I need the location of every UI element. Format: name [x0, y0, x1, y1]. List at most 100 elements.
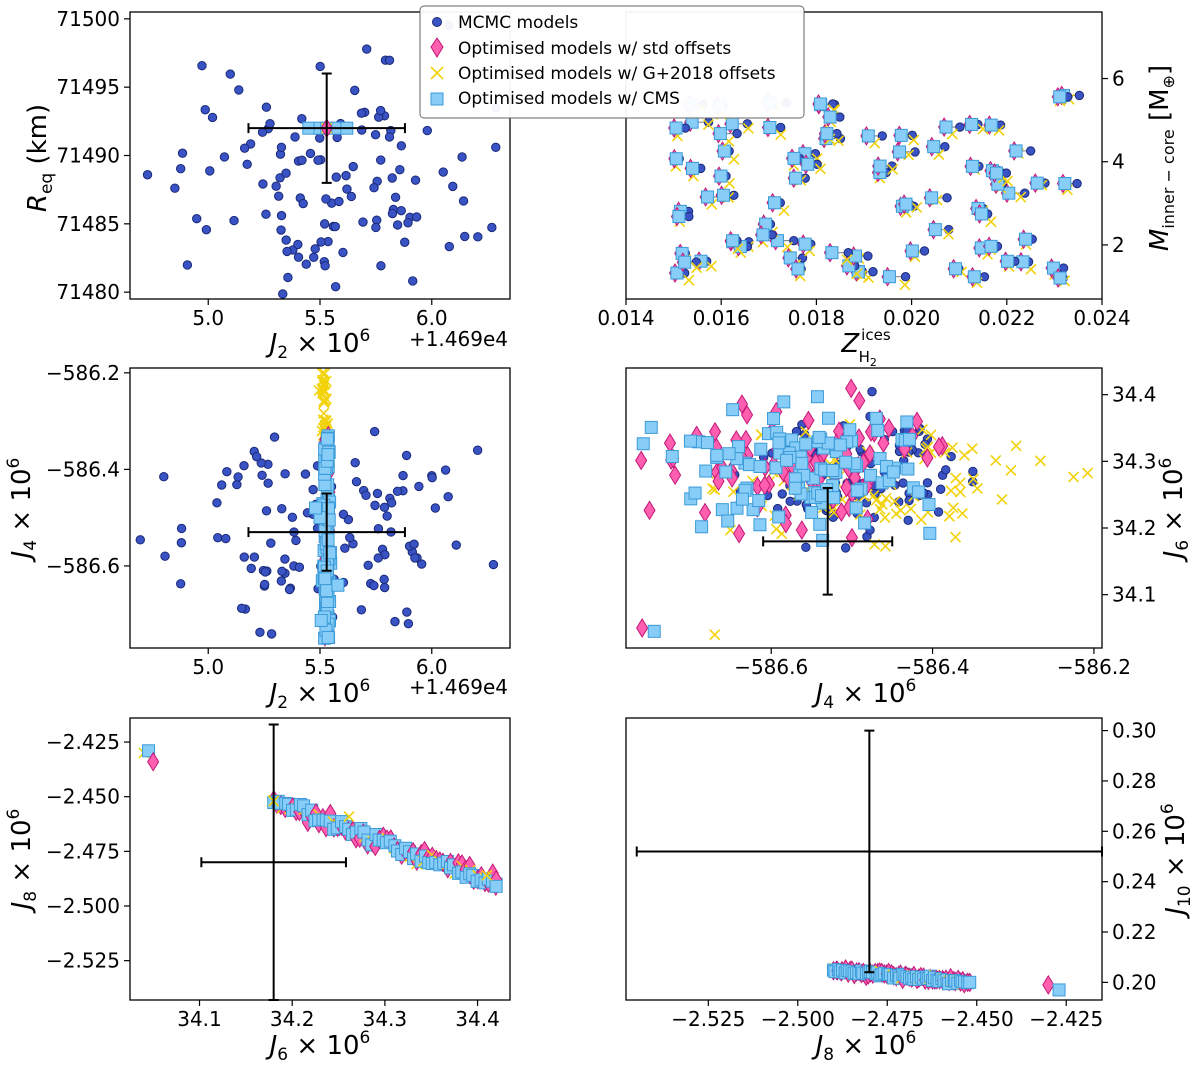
mcmc-point	[316, 237, 326, 247]
mcmc-point	[201, 224, 212, 235]
ticks-layer: −586.6 −586.4 −586.2 34.1 34.2 34.3 34.4	[734, 383, 1156, 679]
mcmc-point	[205, 166, 215, 176]
ticks-layer: 0.014 0.016 0.018 0.020 0.022 0.024 2 4 6	[597, 67, 1130, 330]
y-axis-label: J4 × 106	[4, 458, 41, 564]
optimised-g2018-point	[781, 241, 793, 253]
optimised-g2018-point	[956, 507, 968, 520]
optimised-g2018-point	[925, 429, 937, 441]
optimised-cms-point	[1030, 176, 1044, 190]
optimised-cms-point	[899, 197, 913, 211]
mcmc-point	[176, 523, 187, 534]
optimised-cms-point	[726, 403, 740, 417]
mcmc-point	[1058, 263, 1069, 273]
mcmc-point	[222, 466, 232, 477]
mcmc-point	[396, 205, 406, 216]
mcmc-point	[396, 141, 407, 151]
mcmc-point	[382, 511, 392, 521]
mcmc-point	[379, 582, 390, 593]
panel-j8-vs-j6: 34.1 34.2 34.3 34.4 −2.525 −2.500 −2.475 −2.450…	[4, 717, 511, 1065]
mcmc-point	[473, 232, 483, 242]
optimised-g2018-point	[709, 629, 721, 641]
mcmc-point	[444, 241, 455, 252]
legend-item: Optimised models w/ std offsets	[430, 37, 731, 59]
optimised-std-point	[669, 465, 682, 486]
mcmc-point	[176, 538, 187, 548]
mcmc-point	[294, 562, 305, 572]
optimised-g2018-point	[683, 274, 695, 286]
optimised-g2018-point	[879, 540, 892, 552]
mcmc-point	[175, 579, 186, 589]
mcmc-point	[212, 498, 222, 508]
mcmc-point	[249, 552, 260, 562]
mcmc-point	[801, 542, 811, 553]
optimised-cms-point	[833, 438, 847, 452]
legend-frame	[419, 5, 805, 119]
optimised-g2018-point	[971, 482, 983, 495]
optimised-g2018-point	[967, 473, 980, 485]
optimised-cms-point	[827, 491, 841, 505]
optimised-cms-point	[688, 486, 702, 500]
mcmc-point	[361, 490, 371, 500]
optimised-std-point	[853, 390, 866, 411]
x-tick-label: 0.018	[788, 306, 845, 330]
mcmc-point	[384, 132, 395, 142]
optimised-cms-point	[893, 145, 907, 159]
optimised-cms-point	[939, 120, 953, 134]
mcmc-point	[233, 472, 243, 482]
data-layer	[635, 378, 1094, 641]
optimised-cms-point	[789, 171, 803, 185]
mcmc-point	[310, 244, 320, 254]
optimised-std-point	[698, 502, 712, 523]
optimised-cms-point	[791, 262, 805, 276]
x-tick-label: 0.020	[883, 306, 940, 330]
mcmc-point	[376, 261, 386, 271]
optimised-cms-point	[858, 516, 872, 530]
mcmc-point	[867, 386, 877, 397]
y-tick-label: 71490	[56, 144, 120, 168]
y-axis-label: J10 × 106	[1158, 803, 1195, 920]
mcmc-point	[282, 246, 292, 257]
x-axis-label: J2 × 106	[265, 676, 371, 713]
optimised-cms-point	[820, 127, 834, 141]
mcmc-point	[225, 69, 235, 79]
panel-j4-vs-j2: 5.0 5.5 6.0 −586.6 −586.4 −586.2 J2 × 106 +1.…	[4, 361, 511, 713]
optimised-std-point	[795, 520, 808, 540]
optimised-g2018-point	[887, 163, 899, 175]
optimised-g2018-point	[481, 869, 493, 881]
x-tick-label: 5.0	[192, 655, 224, 679]
y-tick-label: 0.28	[1112, 769, 1157, 793]
y-tick-label: 2	[1112, 233, 1125, 257]
mcmc-point	[277, 566, 287, 576]
optimised-cms-point	[777, 395, 791, 409]
x-tick-label: −2.450	[940, 1007, 1014, 1031]
mcmc-point	[342, 184, 352, 194]
optimised-cms-point	[753, 518, 767, 532]
y-tick-label: 4	[1112, 150, 1125, 174]
ticks-layer: 5.0 5.5 6.0 71480 71485 71490 71495 71500	[56, 7, 447, 330]
optimised-cms-point	[1058, 177, 1072, 191]
optimised-cms-point	[825, 246, 839, 260]
optimised-g2018-point	[947, 502, 959, 514]
mcmc-point	[491, 142, 501, 152]
mcmc-point	[207, 112, 218, 123]
mcmc-point	[297, 155, 307, 165]
optimised-cms-point	[710, 448, 724, 462]
optimised-g2018-point	[1001, 175, 1014, 187]
mcmc-point	[443, 492, 453, 502]
optimised-std-point	[1042, 974, 1055, 995]
optimised-cms-point	[801, 157, 815, 171]
y-tick-label: −2.525	[46, 949, 120, 973]
mcmc-point	[338, 247, 348, 258]
mcmc-point	[259, 579, 270, 590]
optimised-cms-point	[754, 442, 768, 456]
optimised-cms-point	[769, 461, 783, 475]
optimised-g2018-point	[946, 442, 958, 454]
ticks-layer: 5.0 5.5 6.0 −586.6 −586.4 −586.2	[46, 361, 448, 679]
optimised-cms-point	[320, 432, 334, 446]
optimised-g2018-point	[317, 374, 329, 386]
optimised-cms-point	[799, 437, 813, 451]
optimised-cms-point	[721, 514, 735, 528]
x-tick-label: −586.4	[896, 655, 970, 679]
optimised-g2018-point	[1034, 455, 1046, 467]
optimised-cms-point	[636, 437, 650, 451]
